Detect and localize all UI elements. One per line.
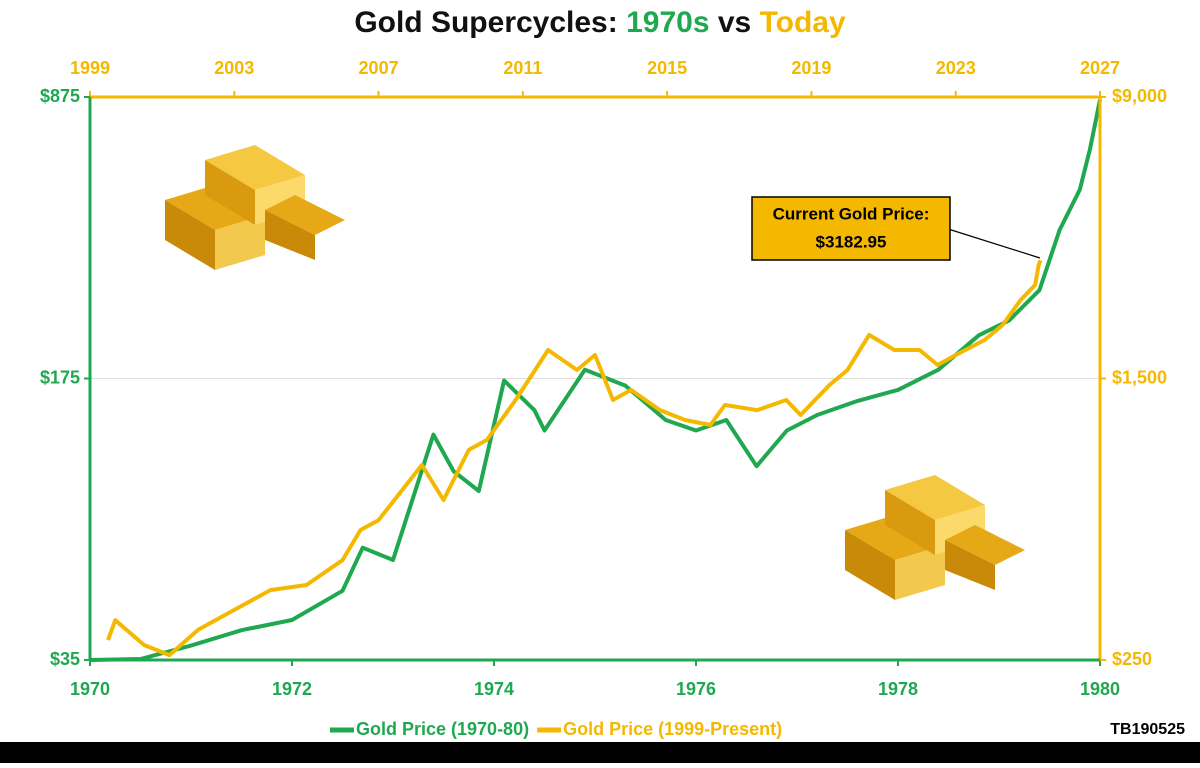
legend-label: Gold Price (1999-Present) xyxy=(563,719,782,739)
title-part: vs xyxy=(710,6,760,39)
annotation-box xyxy=(751,196,951,261)
gold-bars-icon xyxy=(165,145,345,270)
x2-tick-label: 1999 xyxy=(70,58,110,78)
footer: TB190525 xyxy=(1110,721,1185,738)
x2-tick-label: 2023 xyxy=(936,58,976,78)
axes xyxy=(84,91,1106,666)
series-line xyxy=(106,259,1043,658)
legend: Gold Price (1970-80) Gold Price (1999-Pre… xyxy=(330,719,782,739)
x-tick-label: 1970 xyxy=(70,679,110,699)
gold-bars-icon xyxy=(845,475,1025,600)
title-part: Gold Supercycles: xyxy=(354,6,626,39)
y2-tick-label: $9,000 xyxy=(1112,86,1167,106)
y-tick-label: $875 xyxy=(40,86,80,106)
x2-tick-label: 2007 xyxy=(359,58,399,78)
x-tick-label: 1976 xyxy=(676,679,716,699)
annotation-text: Current Gold Price: xyxy=(773,204,930,223)
bottom-bar xyxy=(0,742,1200,763)
y2-tick-label: $1,500 xyxy=(1112,367,1167,387)
lines xyxy=(89,99,1102,662)
x2-tick-label: 2011 xyxy=(503,58,542,78)
x2-tick-label: 2015 xyxy=(647,58,687,78)
y-tick-label: $175 xyxy=(40,367,80,387)
x-tick-label: 1972 xyxy=(272,679,312,699)
chart-title: Gold Supercycles: 1970s vs Today xyxy=(354,6,846,39)
annotation-text: $3182.95 xyxy=(816,232,887,251)
y-tick-label: $35 xyxy=(50,649,80,669)
x-tick-label: 1974 xyxy=(474,679,514,699)
annotation: Current Gold Price: $3182.95 xyxy=(751,196,1041,261)
y2-tick-label: $250 xyxy=(1112,649,1152,669)
title-part: Today xyxy=(760,6,846,39)
x2-tick-label: 2019 xyxy=(791,58,831,78)
x2-tick-label: 2027 xyxy=(1080,58,1120,78)
x-tick-label: 1980 xyxy=(1080,679,1120,699)
x-tick-label: 1978 xyxy=(878,679,918,699)
title-part: 1970s xyxy=(626,6,709,39)
x2-tick-label: 2003 xyxy=(214,58,254,78)
legend-label: Gold Price (1970-80) xyxy=(356,719,529,739)
annotation-leader xyxy=(944,227,1041,259)
